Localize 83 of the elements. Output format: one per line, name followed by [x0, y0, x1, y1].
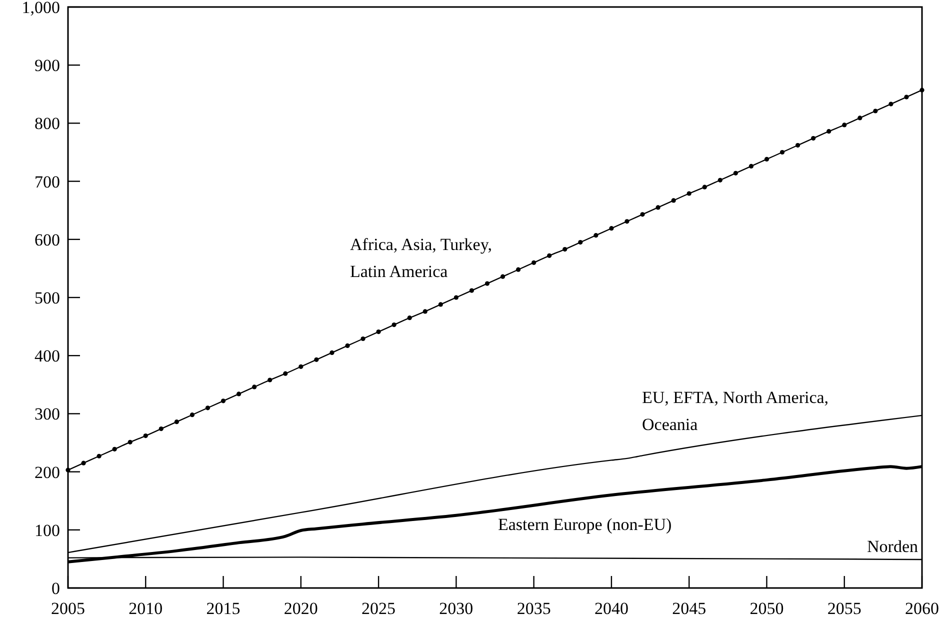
point: [795, 142, 800, 148]
point: [112, 446, 117, 452]
point: [96, 454, 102, 458]
point: [330, 350, 334, 355]
point: [220, 398, 226, 404]
y-tick-label: 400: [34, 346, 60, 366]
point: [873, 108, 878, 114]
point: [81, 460, 86, 466]
point: [283, 371, 288, 376]
y-tick-label: 0: [52, 578, 60, 598]
point: [733, 170, 738, 176]
point: [484, 281, 490, 286]
series-label: Norden: [867, 537, 918, 556]
point: [500, 274, 506, 279]
point: [438, 302, 443, 307]
y-tick-label: 100: [34, 520, 60, 540]
point: [158, 426, 164, 432]
point: [858, 116, 862, 120]
point: [826, 129, 832, 134]
point: [360, 336, 366, 342]
x-tick-label: 2035: [516, 599, 551, 618]
point: [205, 406, 210, 410]
x-tick-label: 2010: [128, 599, 163, 618]
point: [547, 253, 552, 258]
x-tick-label: 2050: [750, 599, 784, 618]
point: [686, 191, 692, 196]
point: [764, 156, 770, 162]
point: [268, 378, 272, 382]
point: [640, 212, 645, 217]
point: [920, 88, 924, 92]
point: [236, 392, 242, 396]
series-label: Africa, Asia, Turkey, Latin America: [350, 235, 492, 281]
point: [469, 288, 474, 293]
point: [904, 94, 909, 100]
point: [314, 357, 319, 362]
x-tick-label: 2005: [51, 599, 85, 618]
point: [718, 178, 722, 182]
point: [345, 343, 350, 348]
y-tick-label: 800: [34, 114, 60, 134]
x-tick-label: 2020: [284, 599, 318, 618]
point: [454, 295, 458, 300]
point: [624, 219, 630, 224]
point: [407, 316, 412, 320]
point: [376, 329, 381, 334]
point: [578, 240, 583, 245]
series-label: Eastern Europe (non-EU): [498, 515, 672, 534]
x-tick-label: 2055: [827, 599, 862, 618]
point: [702, 184, 707, 190]
y-tick-label: 700: [34, 172, 60, 192]
x-tick-label: 2040: [594, 599, 628, 618]
point: [842, 122, 847, 128]
point: [748, 164, 754, 168]
x-tick-label: 2025: [362, 599, 396, 618]
point: [190, 412, 195, 418]
point: [888, 102, 894, 106]
y-tick-label: 300: [34, 404, 60, 424]
y-tick-label: 900: [34, 56, 60, 76]
point: [562, 246, 568, 252]
y-tick-label: 600: [34, 230, 60, 250]
point: [516, 267, 521, 272]
point: [298, 364, 304, 369]
point: [252, 384, 257, 390]
point: [128, 440, 132, 444]
point: [66, 468, 70, 472]
y-tick-label: 1,000: [22, 0, 60, 17]
x-tick-label: 2060: [905, 599, 939, 618]
point: [532, 260, 536, 265]
point: [780, 150, 785, 155]
y-tick-label: 500: [34, 288, 60, 308]
point: [609, 226, 614, 231]
x-tick-label: 2015: [206, 599, 240, 618]
x-tick-label: 2045: [672, 599, 706, 618]
point: [811, 136, 816, 141]
point: [174, 420, 179, 424]
point: [392, 322, 396, 328]
point: [422, 309, 428, 314]
point: [671, 198, 676, 203]
point: [594, 233, 598, 238]
x-tick-label: 2030: [439, 599, 474, 618]
point: [656, 205, 660, 210]
series-label: EU, EFTA, North America, Oceania: [642, 388, 829, 434]
y-tick-label: 200: [34, 462, 60, 482]
point: [143, 433, 148, 438]
